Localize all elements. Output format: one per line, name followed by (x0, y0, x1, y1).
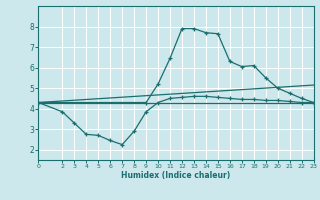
X-axis label: Humidex (Indice chaleur): Humidex (Indice chaleur) (121, 171, 231, 180)
